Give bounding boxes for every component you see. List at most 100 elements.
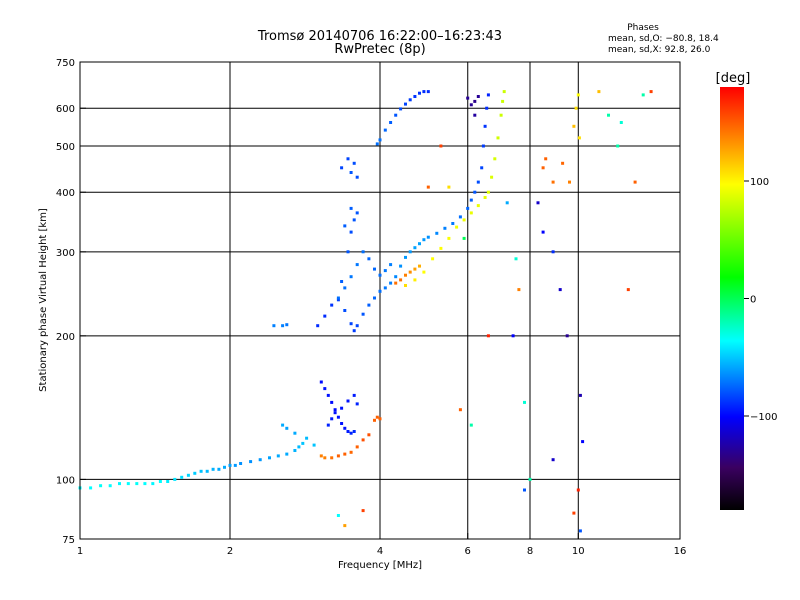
colorbar-tick-label: −100: [750, 412, 777, 423]
data-point: [399, 107, 403, 111]
data-point: [413, 267, 417, 271]
data-point: [355, 175, 359, 179]
data-point: [418, 264, 421, 268]
data-point: [422, 270, 426, 274]
data-point: [343, 524, 347, 528]
data-point: [528, 477, 532, 481]
data-point: [501, 99, 505, 103]
data-point: [505, 201, 509, 205]
data-point: [496, 136, 500, 140]
data-point: [486, 334, 490, 338]
data-point: [523, 488, 526, 492]
colorbar: [720, 87, 744, 510]
data-point: [493, 157, 497, 161]
data-point: [375, 142, 379, 146]
data-point: [551, 250, 555, 254]
data-point: [367, 303, 371, 307]
data-point: [418, 242, 421, 246]
data-point: [349, 275, 353, 279]
data-point: [389, 121, 393, 124]
data-point: [431, 257, 435, 261]
data-point: [352, 329, 356, 333]
data-point: [346, 250, 350, 254]
data-point: [485, 106, 489, 110]
x-axis-label: Frequency [MHz]: [338, 560, 422, 571]
data-point: [641, 93, 645, 97]
data-point: [89, 486, 93, 490]
data-point: [568, 180, 571, 184]
y-tick-label: 100: [56, 475, 75, 486]
data-point: [285, 323, 289, 327]
colorbar-tick-label: 0: [750, 295, 756, 306]
data-point: [205, 469, 209, 473]
data-point: [633, 180, 637, 184]
colorbar-unit-label: [deg]: [716, 71, 751, 86]
data-point: [408, 250, 412, 254]
data-point: [581, 440, 585, 444]
data-point: [511, 334, 515, 338]
data-point: [143, 482, 147, 486]
data-point: [469, 211, 473, 215]
data-point: [199, 469, 203, 473]
data-point: [349, 450, 353, 454]
data-point: [373, 418, 376, 422]
x-tick-label: 1: [77, 546, 83, 557]
data-point: [481, 144, 485, 148]
data-point: [447, 236, 451, 240]
x-tick-label: 2: [227, 546, 233, 557]
data-point: [607, 113, 610, 117]
data-point: [336, 296, 340, 300]
data-point: [597, 90, 601, 94]
colorbar-ticks: 100 0 −100: [744, 177, 777, 423]
data-point: [316, 324, 320, 328]
data-point: [301, 441, 305, 445]
data-point: [483, 196, 487, 199]
data-point: [330, 400, 334, 404]
data-point: [480, 166, 484, 170]
data-point: [469, 103, 473, 107]
data-point: [404, 255, 407, 259]
data-point: [649, 90, 653, 94]
data-point: [394, 275, 398, 279]
data-point: [561, 161, 565, 165]
data-point: [297, 445, 301, 449]
data-point: [99, 484, 103, 488]
data-point: [576, 488, 580, 492]
data-point: [439, 144, 443, 148]
data-point: [340, 406, 344, 410]
data-point: [577, 136, 581, 140]
stats-x-line: mean, sd,X: 92.8, 26.0: [608, 45, 711, 55]
data-point: [211, 467, 215, 471]
y-tick-label: 750: [56, 58, 75, 69]
data-point: [616, 144, 620, 148]
data-point: [451, 222, 455, 225]
data-point: [551, 458, 555, 462]
data-point: [541, 230, 545, 234]
data-point: [404, 273, 407, 277]
data-point: [572, 124, 576, 128]
data-point: [355, 402, 359, 406]
data-point: [447, 185, 451, 189]
data-point: [458, 408, 462, 412]
data-point: [340, 280, 344, 283]
data-point: [476, 204, 480, 208]
data-point: [413, 246, 417, 250]
data-point: [469, 423, 473, 427]
data-point: [135, 482, 139, 486]
data-point: [439, 246, 443, 250]
y-tick-label: 75: [62, 535, 75, 546]
data-point: [426, 185, 430, 189]
data-point: [343, 286, 347, 290]
data-point: [375, 415, 379, 419]
data-point: [223, 465, 226, 469]
data-point: [367, 433, 371, 437]
data-point: [340, 166, 344, 170]
data-point: [293, 431, 297, 435]
data-point: [326, 393, 330, 397]
data-point: [541, 166, 545, 170]
data-point: [517, 288, 521, 292]
data-point: [389, 263, 393, 267]
data-point: [346, 399, 350, 403]
data-point: [408, 98, 412, 102]
data-point: [330, 303, 334, 307]
